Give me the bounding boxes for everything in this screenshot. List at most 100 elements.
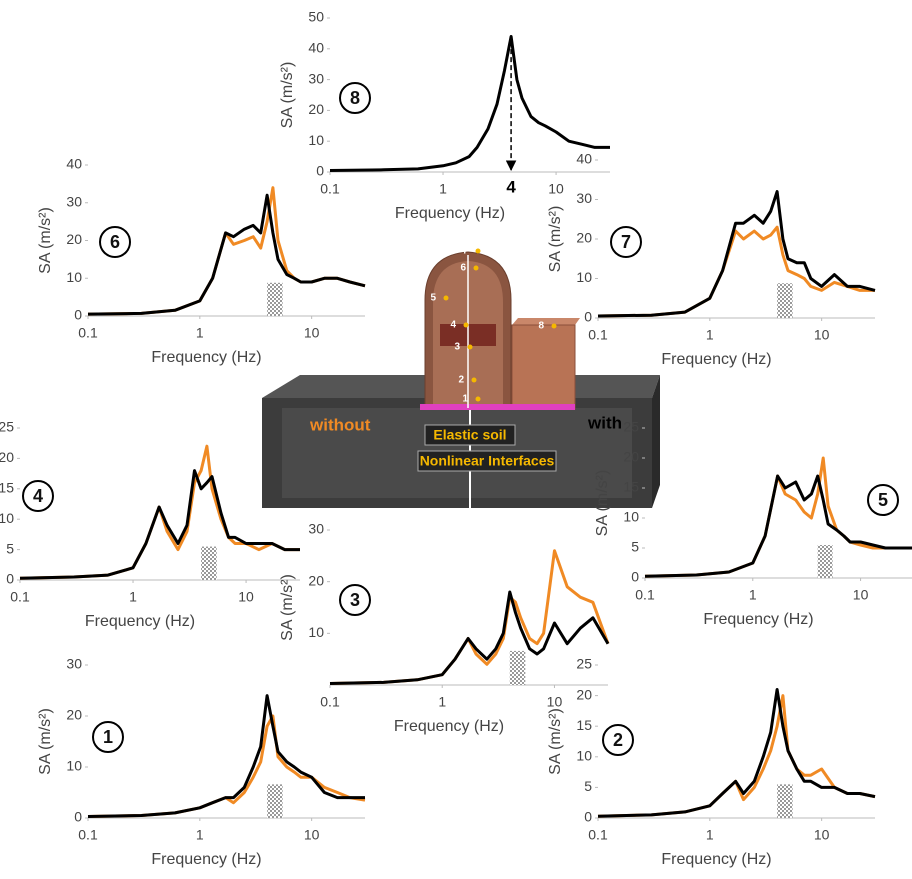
x-axis-label: Frequency (Hz) <box>661 851 771 868</box>
point-dot <box>464 323 469 328</box>
x-axis-label: Frequency (Hz) <box>151 851 261 868</box>
point-label: 2 <box>458 375 464 386</box>
panel-number: 3 <box>350 590 360 610</box>
y-axis-label: SA (m/s²) <box>37 708 54 775</box>
shaded-band <box>777 784 792 818</box>
y-tick-label: 30 <box>308 521 324 537</box>
x-tick-label: 10 <box>547 694 563 710</box>
box-label: Elastic soil <box>433 427 506 443</box>
y-tick-label: 5 <box>584 778 592 794</box>
y-tick-label: 5 <box>631 539 639 555</box>
series-line <box>88 195 365 314</box>
y-tick-label: 10 <box>576 269 592 285</box>
shaded-band <box>510 651 526 685</box>
x-tick-label: 10 <box>238 589 254 605</box>
x-tick-label: 1 <box>706 827 714 843</box>
y-tick-label: 40 <box>576 151 592 167</box>
panel-number: 1 <box>103 727 113 747</box>
y-tick-label: 10 <box>66 269 82 285</box>
y-tick-label: 20 <box>66 231 82 247</box>
box-label: Nonlinear Interfaces <box>420 453 555 469</box>
x-axis-label: Frequency (Hz) <box>85 613 195 630</box>
point-dot <box>476 249 481 254</box>
point-dot <box>468 345 473 350</box>
y-tick-label: 20 <box>308 101 324 117</box>
annotation-label: 4 <box>506 177 516 196</box>
panel-number: 2 <box>613 730 623 750</box>
point-dot <box>444 296 449 301</box>
y-tick-label: 0 <box>584 809 592 825</box>
y-tick-label: 25 <box>623 419 639 435</box>
y-axis-label: SA (m/s²) <box>279 62 296 129</box>
x-tick-label: 0.1 <box>635 587 655 603</box>
x-axis-label: Frequency (Hz) <box>395 205 505 222</box>
x-tick-label: 0.1 <box>588 327 608 343</box>
y-tick-label: 20 <box>308 572 324 588</box>
series-line <box>88 188 365 314</box>
y-tick-label: 20 <box>623 449 639 465</box>
y-tick-label: 25 <box>576 656 592 672</box>
y-tick-label: 15 <box>623 479 639 495</box>
y-axis-label: SA (m/s²) <box>547 206 564 273</box>
y-tick-label: 30 <box>308 70 324 86</box>
y-tick-label: 50 <box>308 9 324 25</box>
series-line <box>88 716 365 817</box>
x-tick-label: 1 <box>196 827 204 843</box>
series-line <box>598 690 875 817</box>
point-dot <box>474 266 479 271</box>
panel-number: 7 <box>621 232 631 252</box>
x-tick-label: 0.1 <box>320 694 340 710</box>
y-tick-label: 10 <box>308 624 324 640</box>
y-tick-label: 20 <box>576 230 592 246</box>
x-tick-label: 10 <box>814 827 830 843</box>
x-tick-label: 10 <box>304 827 320 843</box>
x-tick-label: 1 <box>439 181 447 197</box>
x-axis-label: Frequency (Hz) <box>394 718 504 735</box>
figure: without with Elastic soil Nonlinear Inte… <box>0 0 912 879</box>
x-axis-label: Frequency (Hz) <box>151 349 261 366</box>
y-tick-label: 0 <box>631 569 639 585</box>
point-label: 8 <box>538 321 544 332</box>
y-axis-label: SA (m/s²) <box>37 207 54 274</box>
y-tick-label: 0 <box>584 309 592 325</box>
y-tick-label: 0 <box>6 571 14 587</box>
x-tick-label: 0.1 <box>588 827 608 843</box>
series-line <box>598 696 875 817</box>
point-label: 1 <box>462 394 468 405</box>
point-label: 3 <box>454 342 460 353</box>
panel-number: 6 <box>110 232 120 252</box>
shaded-band <box>818 545 833 578</box>
y-tick-label: 40 <box>308 40 324 56</box>
y-axis-label: SA (m/s²) <box>547 708 564 775</box>
y-tick-label: 10 <box>576 748 592 764</box>
aux-building <box>512 325 575 409</box>
x-tick-label: 10 <box>853 587 869 603</box>
series-line <box>598 192 875 316</box>
series-line <box>330 592 608 684</box>
x-tick-label: 0.1 <box>320 181 340 197</box>
without-label: without <box>309 415 371 434</box>
y-tick-label: 10 <box>308 132 324 148</box>
page: {"chart_data": [ {"type": "line", "label… <box>0 0 912 879</box>
panel-number: 8 <box>350 88 360 108</box>
point-label: 7 <box>462 246 468 257</box>
point-label: 4 <box>450 320 456 331</box>
point-dot <box>476 397 481 402</box>
with-label: with <box>587 413 622 432</box>
y-tick-label: 10 <box>623 509 639 525</box>
x-tick-label: 10 <box>814 327 830 343</box>
x-tick-label: 1 <box>706 327 714 343</box>
x-tick-label: 1 <box>129 589 137 605</box>
y-tick-label: 30 <box>66 656 82 672</box>
y-axis-label: SA (m/s²) <box>279 574 296 641</box>
y-tick-label: 20 <box>66 707 82 723</box>
interface <box>420 404 575 410</box>
y-tick-label: 30 <box>66 193 82 209</box>
y-tick-label: 0 <box>74 809 82 825</box>
y-tick-label: 40 <box>66 156 82 172</box>
x-tick-label: 10 <box>304 325 320 341</box>
shaded-band <box>267 784 282 818</box>
series-line <box>330 551 608 684</box>
x-tick-label: 1 <box>438 694 446 710</box>
y-tick-label: 5 <box>6 540 14 556</box>
